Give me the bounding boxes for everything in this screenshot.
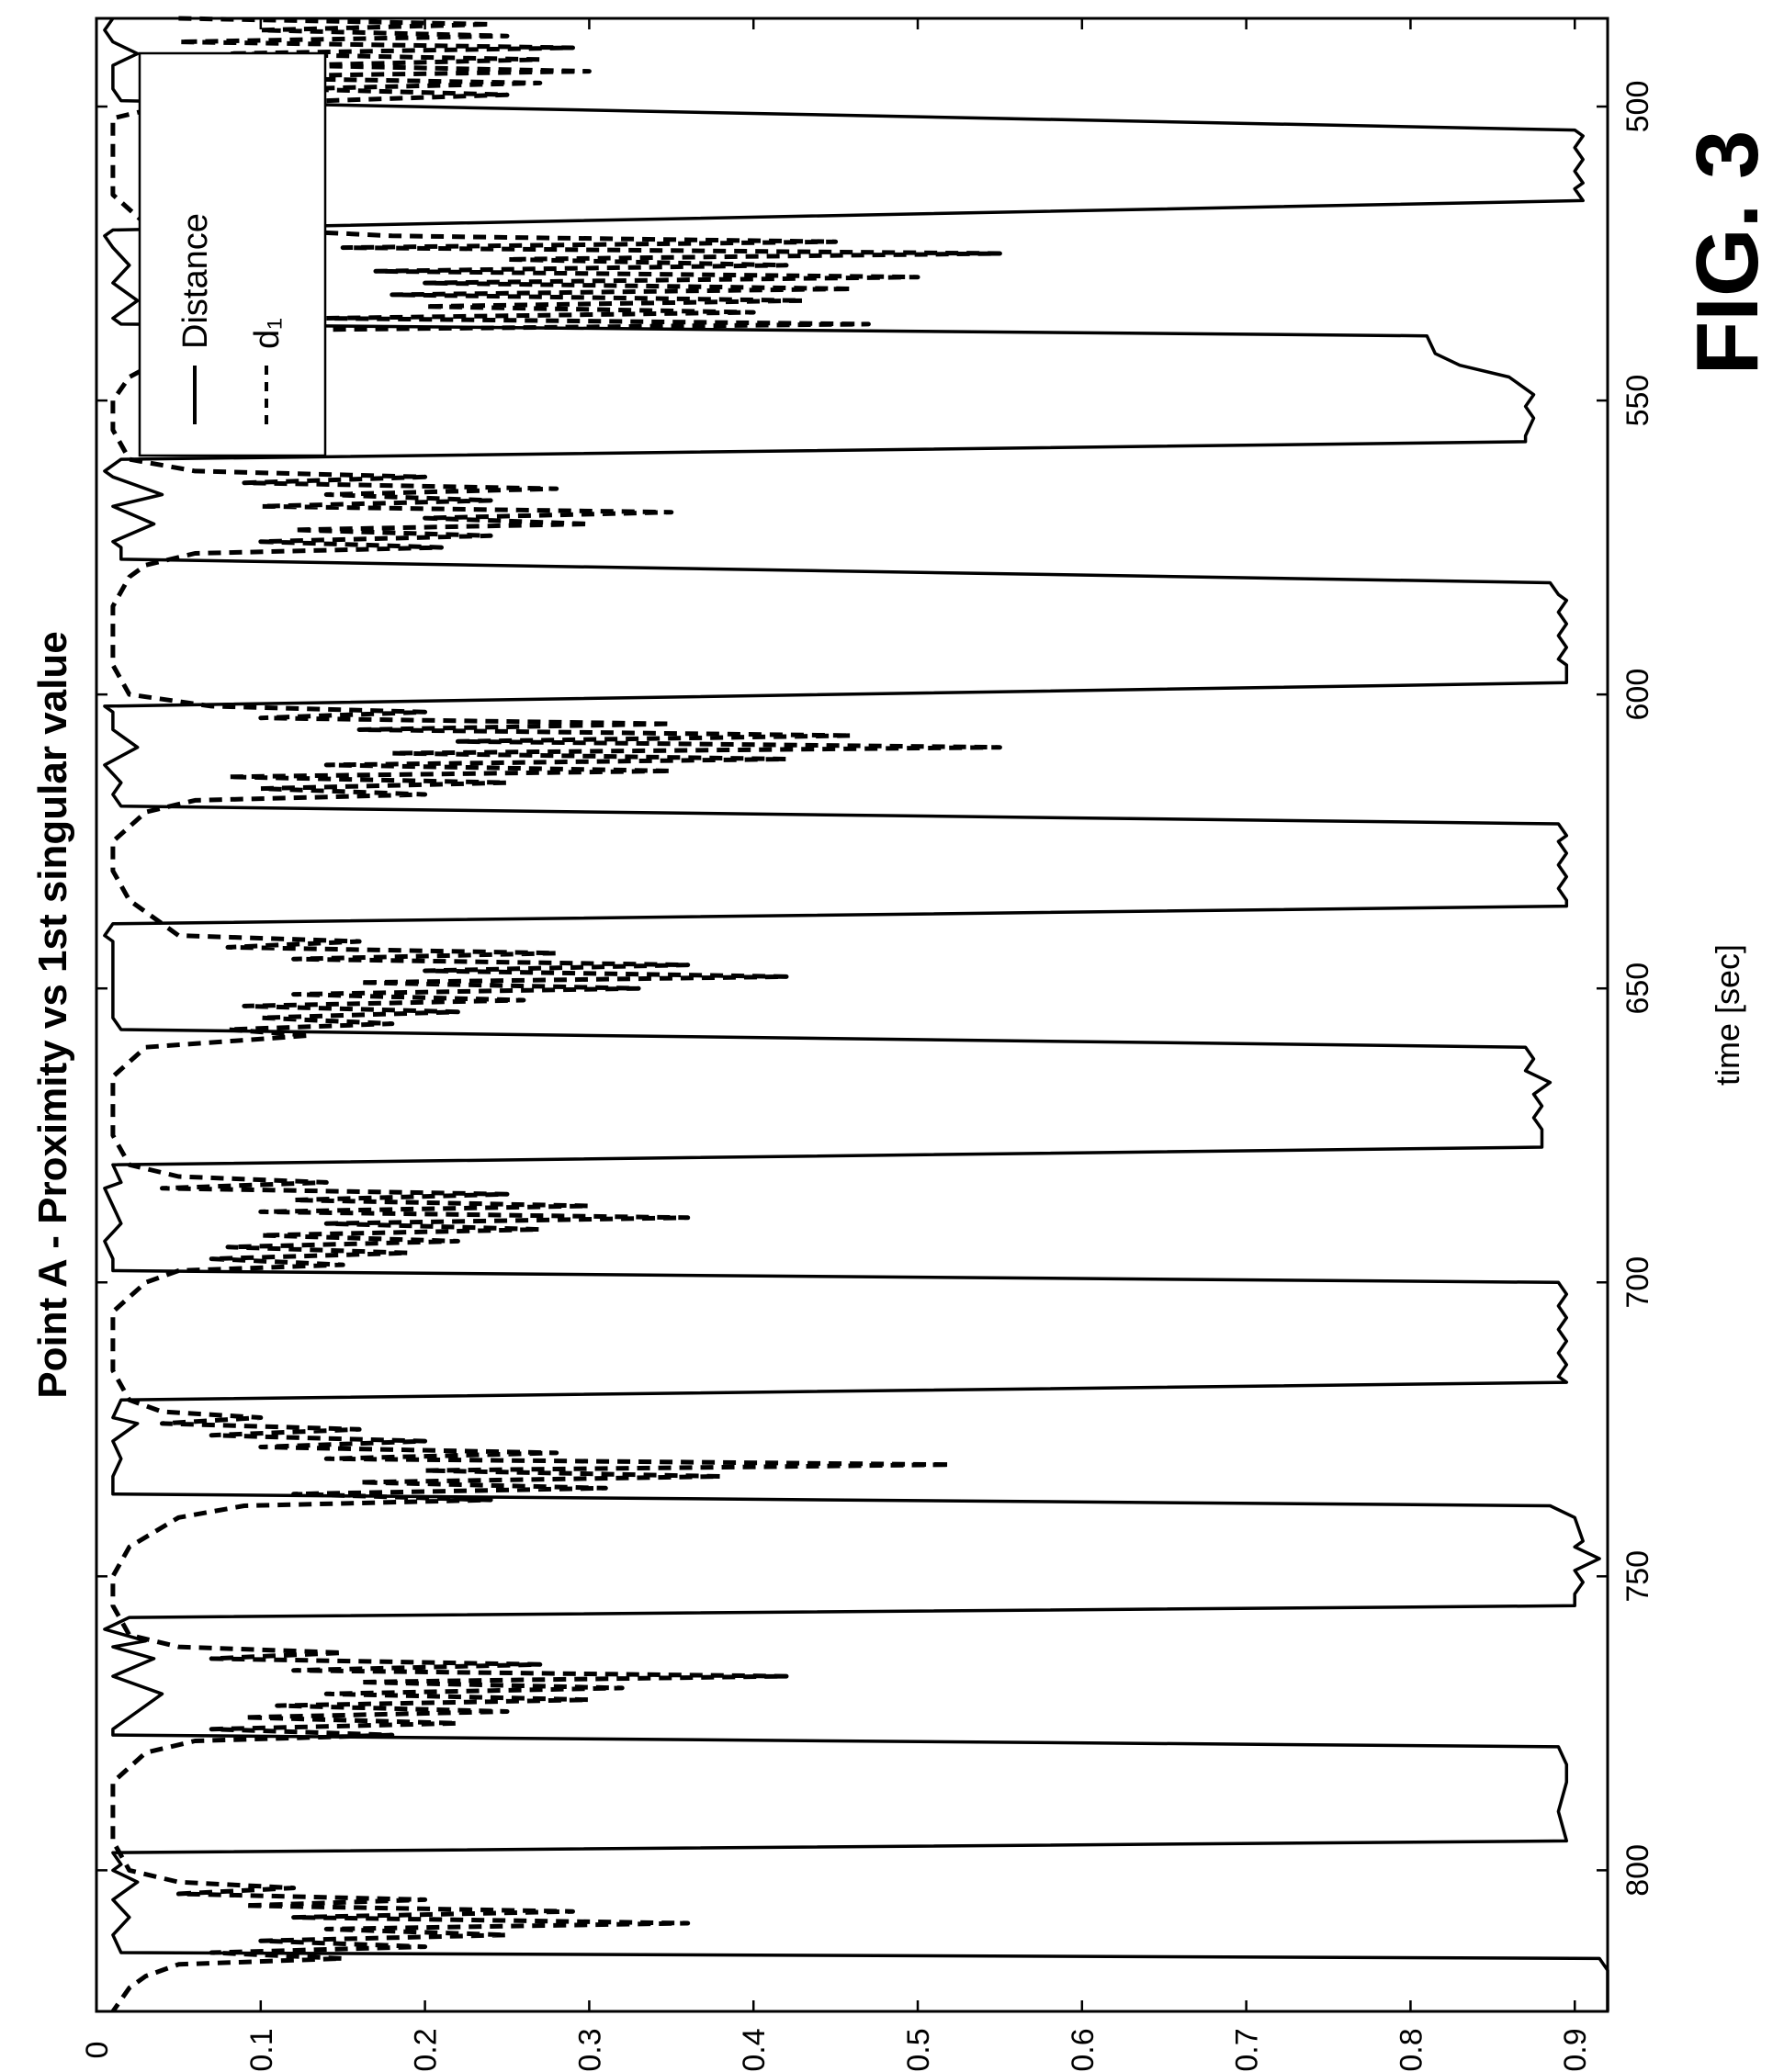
x-tick-label: 500	[1620, 81, 1655, 133]
legend-box	[138, 51, 327, 457]
x-tick-label: 700	[1620, 1256, 1655, 1309]
y-tick-label: 0.2	[409, 2028, 444, 2071]
y-tick-label: 0.9	[1558, 2028, 1593, 2071]
plot-area-border	[95, 17, 1609, 2013]
x-tick-label: 800	[1620, 1844, 1655, 1897]
y-tick-label: 0.1	[244, 2028, 279, 2071]
legend: Distance d₁	[138, 51, 327, 457]
y-tick-label: 0.8	[1394, 2028, 1428, 2071]
y-axis-ticks: 0 0.1 0.2 0.3 0.4 0.5 0.6 0.7 0.8 0.9	[80, 18, 1593, 2072]
plot-frame: 500 550 600 650 700 750 800 0 0.1 0.2 0.3 0.4 0.5 0.…	[80, 16, 1655, 2072]
y-tick-label: 0.7	[1230, 2028, 1265, 2071]
x-axis-ticks: 500 550 600 650 700 750 800	[96, 81, 1655, 1897]
y-tick-label: 0.3	[572, 2028, 607, 2071]
series-line-distance	[103, 17, 1609, 2011]
x-tick-label: 550	[1620, 375, 1655, 427]
figure-label: FIG. 3	[1678, 130, 1777, 376]
legend-label-distance: Distance	[176, 213, 215, 349]
x-tick-label: 600	[1620, 669, 1655, 721]
y-tick-label: 0	[80, 2042, 115, 2059]
series-layer	[103, 16, 1609, 2013]
y-tick-label: 0.4	[737, 2028, 772, 2071]
x-tick-label: 650	[1620, 963, 1655, 1015]
y-tick-label: 0.6	[1066, 2028, 1101, 2071]
y-tick-label: 0.5	[901, 2028, 936, 2071]
chart-title: Point A - Proximity vs 1st singular valu…	[30, 631, 75, 1398]
x-axis-label: time [sec]	[1709, 944, 1746, 1086]
x-tick-label: 750	[1620, 1550, 1655, 1603]
legend-label-d1: d₁	[248, 318, 287, 349]
series-line-d1	[110, 16, 1002, 2013]
